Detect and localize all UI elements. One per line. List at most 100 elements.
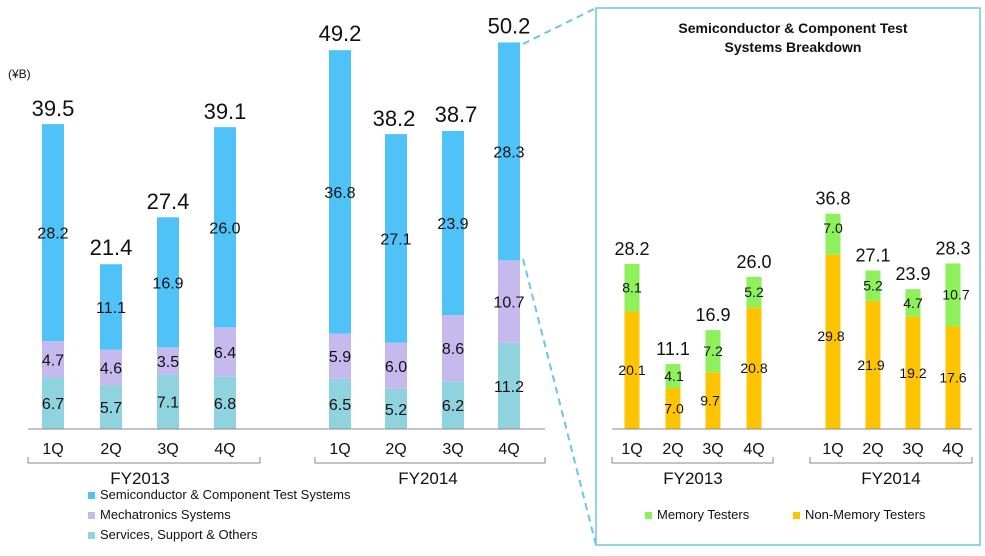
bar-segment [825,254,841,429]
data-label: 5.9 [329,349,351,366]
bar-segment [746,307,762,429]
data-label: 36.8 [324,185,355,202]
data-label: 23.9 [437,216,468,233]
total-label: 16.9 [695,305,730,325]
x-tick-label: 1Q [329,441,350,458]
x-tick-label: 2Q [862,441,883,458]
bar-segment [385,342,407,389]
data-label: 16.9 [152,275,183,292]
bar-segment [705,330,721,373]
legend-swatch [88,532,95,539]
group-bracket [809,457,973,464]
group-bracket [611,457,774,464]
legend-label: Non-Memory Testers [805,507,926,522]
data-label: 6.0 [385,359,407,376]
bar-segment [665,388,681,429]
bar-segment [385,388,407,429]
legend-label: Semiconductor & Component Test Systems [100,487,351,502]
bar-segment [945,326,961,429]
bar-segment [214,127,236,328]
data-label: 4.1 [664,368,684,384]
data-label: 5.7 [100,400,122,417]
data-label: 26.0 [209,220,240,237]
x-tick-label: 3Q [157,441,178,458]
bar-segment [214,327,236,377]
x-tick-label: 2Q [100,441,121,458]
bar-segment [498,260,520,343]
breakdown-title-line-2: Systems Breakdown [725,39,862,55]
bar-segment [42,377,64,429]
bar-segment [385,134,407,343]
legend-swatch [645,512,652,519]
x-tick-label: 2Q [662,441,683,458]
breakdown-panel-border [595,7,981,546]
bar-segment [825,213,841,255]
x-tick-label: 4Q [498,441,519,458]
total-label: 39.5 [32,96,75,121]
total-label: 28.3 [935,238,970,258]
data-label: 3.5 [157,354,179,371]
data-label: 28.2 [37,226,68,243]
bar-segment [746,276,762,308]
data-label: 28.3 [493,144,524,161]
bar-segment [705,372,721,429]
x-tick-label: 3Q [902,441,923,458]
bar-segment [945,263,961,327]
bar-segment [624,311,640,429]
data-label: 6.4 [214,345,236,362]
data-label: 5.2 [385,402,407,419]
bar-segment [442,131,464,316]
data-label: 20.1 [618,362,645,378]
bar-segment [157,347,179,375]
total-label: 38.2 [373,106,416,131]
data-label: 6.5 [329,397,351,414]
bar-segment [329,333,351,379]
data-label: 10.7 [942,287,969,303]
data-label: 7.1 [157,395,179,412]
bar-segment [100,385,122,429]
bar-segment [498,42,520,261]
group-label: FY2013 [663,469,723,488]
total-label: 38.7 [435,102,478,127]
data-label: 10.7 [493,295,524,312]
data-label: 5.2 [744,284,764,300]
breakdown-title-line-1: Semiconductor & Component Test [678,20,908,36]
bar-segment [498,342,520,429]
data-label: 11.1 [96,300,126,317]
breakdown-callout: Semiconductor & Component Test Systems B… [522,7,981,546]
callout-connector-top [522,7,597,45]
breakdown-stacked-bar-chart: 20.1 8.1 28.2 7.0 4.1 11.1 9.7 7.2 16.9 20.8 5.2 26… [611,189,973,522]
bar-segment [865,300,881,429]
callout-connector-bottom [522,258,597,546]
bar-segment [100,349,122,386]
data-label: 21.9 [857,357,884,373]
data-label: 4.7 [903,295,923,311]
data-label: 6.7 [42,396,64,413]
data-label: 27.1 [380,231,411,248]
bar-segment [157,217,179,348]
bar-segment [214,376,236,429]
data-label: 4.6 [100,360,122,377]
bar-segment [865,270,881,301]
legend-label: Memory Testers [657,507,750,522]
bar-segment [100,264,122,350]
data-label: 7.0 [664,401,684,417]
data-label: 19.2 [899,365,926,381]
bar-segment [624,264,640,312]
data-label: 9.7 [700,393,720,409]
unit-label: (¥B) [8,67,31,81]
group-label: FY2014 [861,469,921,488]
data-label: 11.2 [494,379,524,396]
bar-segment [157,374,179,429]
total-label: 11.1 [656,339,690,359]
x-tick-label: 1Q [621,441,642,458]
total-label: 49.2 [319,21,362,46]
bar-segment [665,364,681,389]
total-label: 26.0 [736,252,771,272]
total-label: 39.1 [204,99,247,124]
segment-stacked-bar-chart: 6.7 4.7 28.2 39.5 5.7 4.6 11.1 21.4 7.1 3.5 16.9 27… [27,13,546,542]
data-label: 6.8 [214,396,236,413]
legend-swatch [88,492,95,499]
total-label: 36.8 [815,189,850,209]
